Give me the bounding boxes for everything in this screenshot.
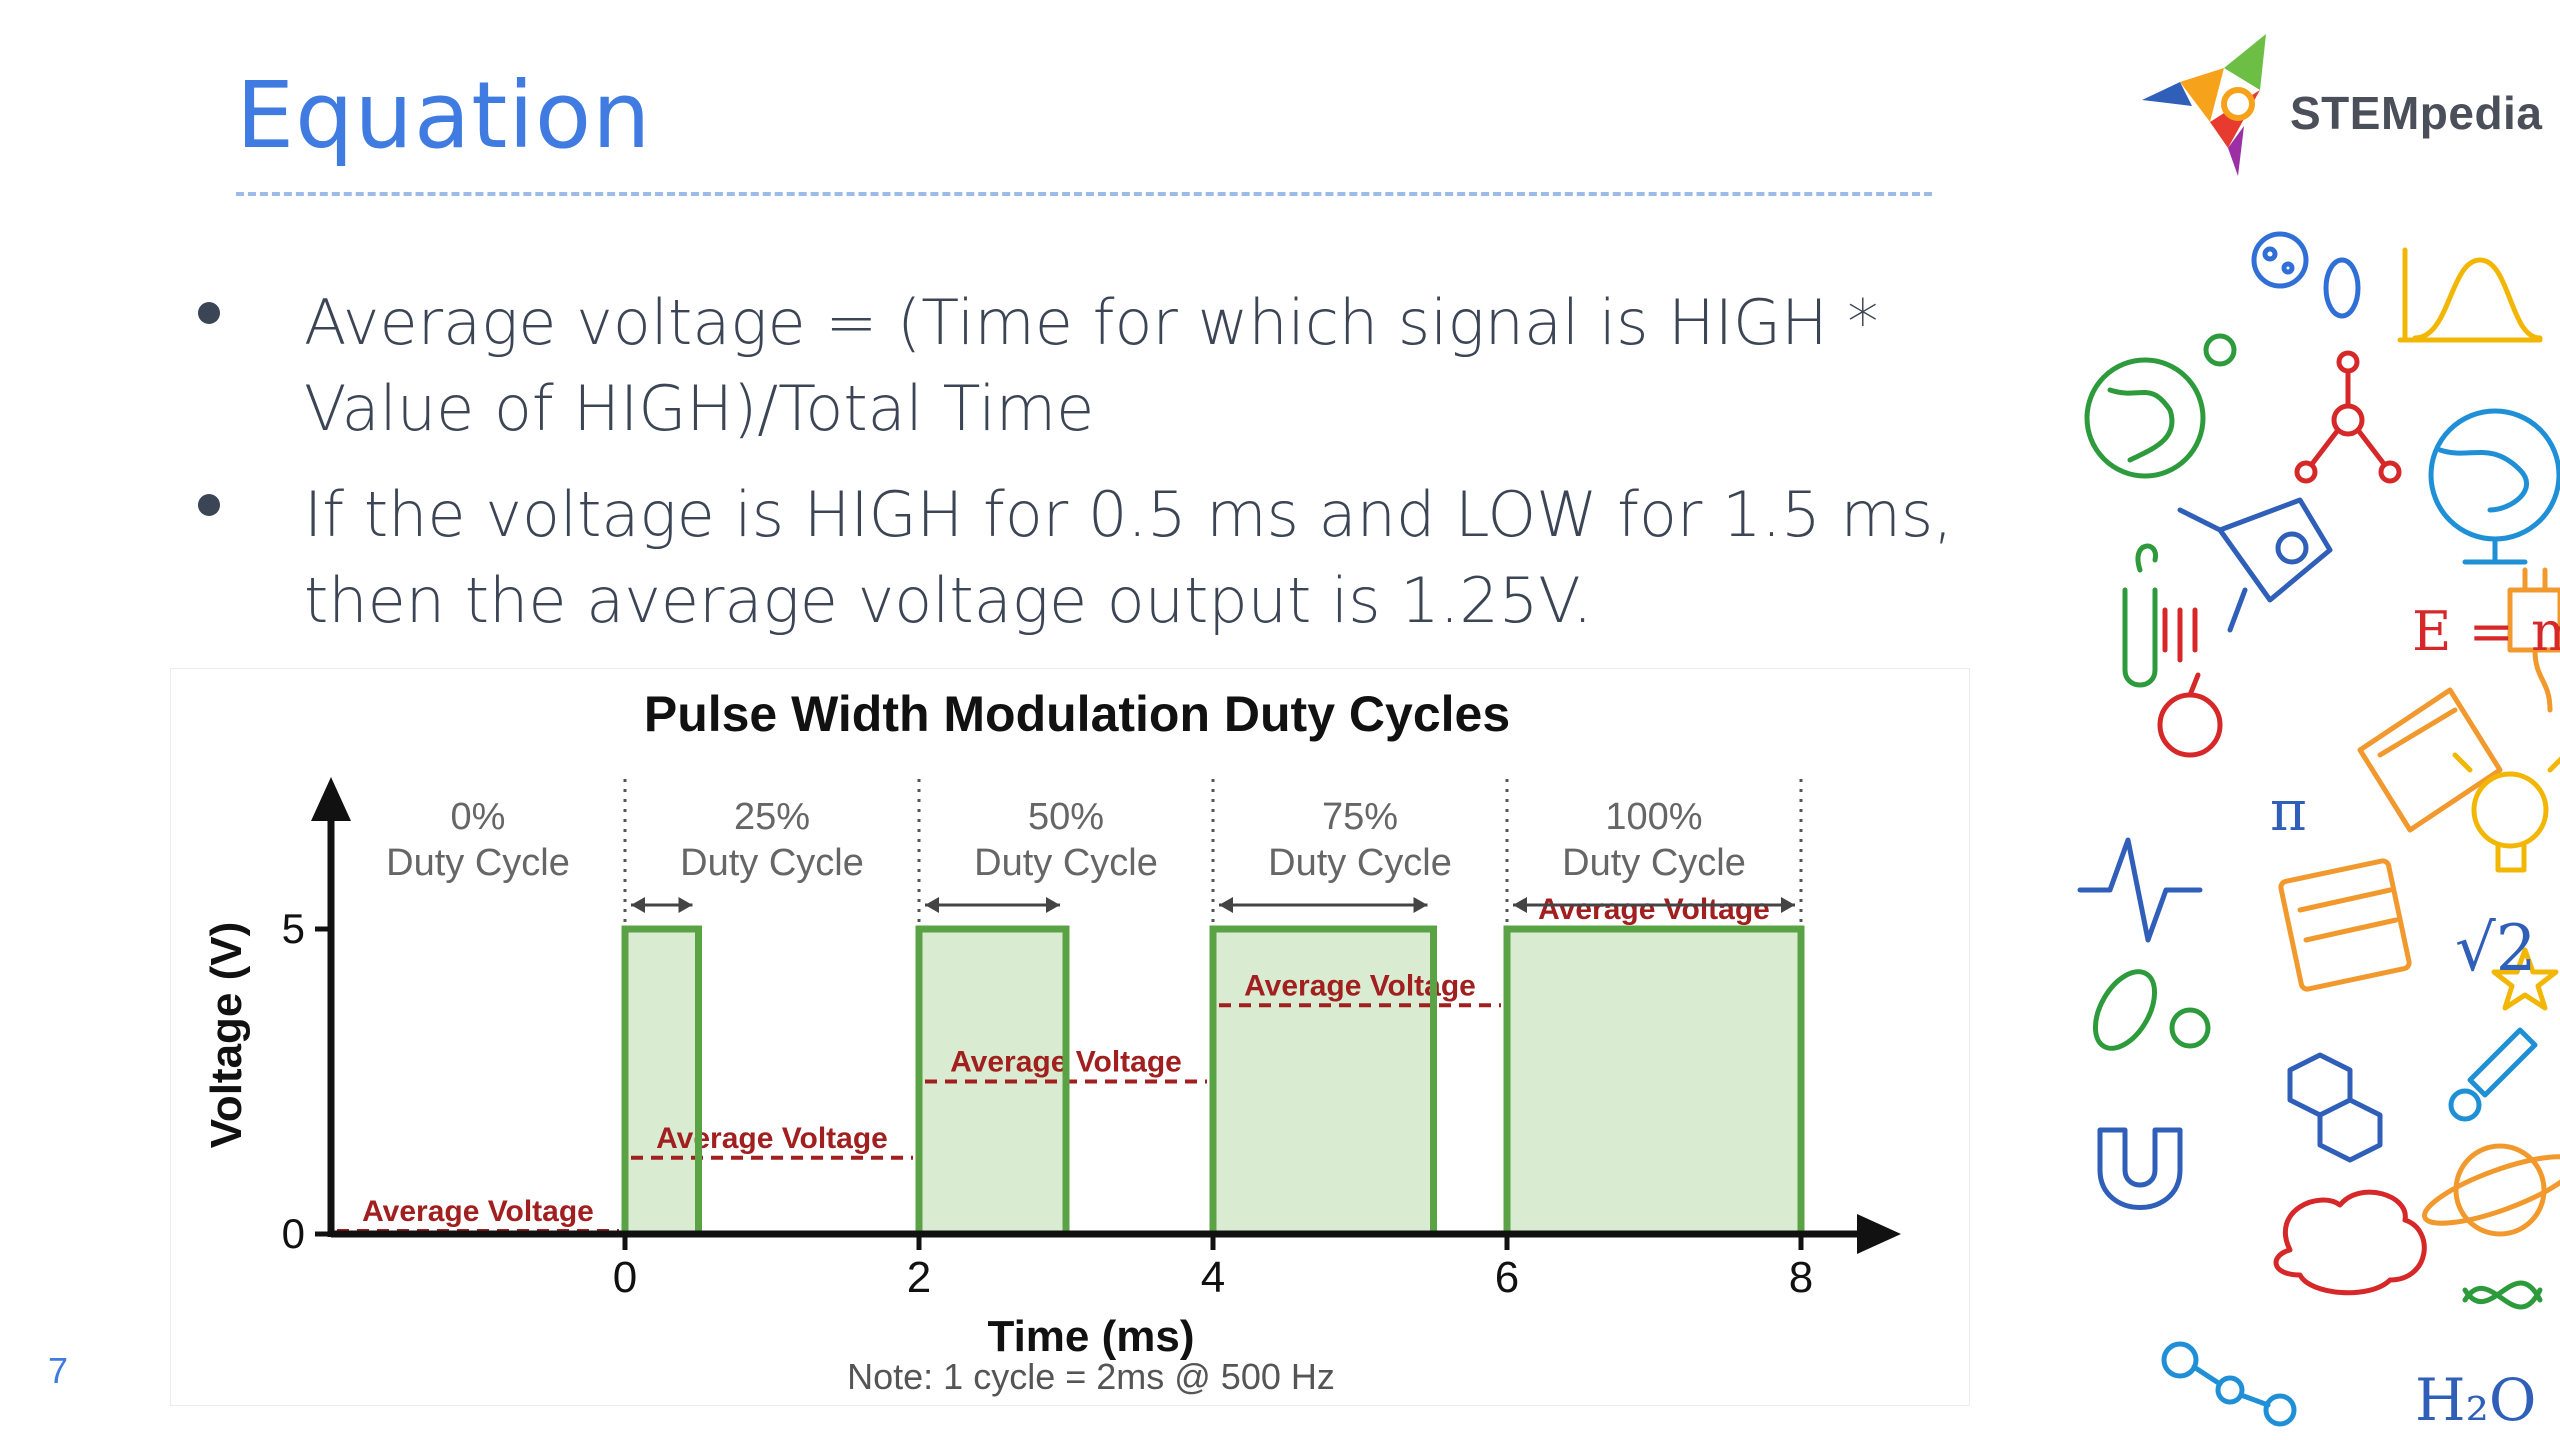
duty-cycle-label: Duty Cycle bbox=[386, 842, 570, 884]
page-number: 7 bbox=[48, 1350, 69, 1391]
average-voltage-label: Average Voltage bbox=[1244, 969, 1476, 1002]
chart-note: Note: 1 cycle = 2ms @ 500 Hz bbox=[847, 1356, 1335, 1397]
magnet-icon bbox=[2097, 1127, 2183, 1210]
duty-cycle-label: Duty Cycle bbox=[680, 842, 864, 884]
duty-width-arrowheads bbox=[631, 897, 693, 913]
bullet-dot bbox=[198, 302, 220, 324]
average-voltage-label: Average Voltage bbox=[656, 1122, 888, 1155]
lightbulb-icon bbox=[2452, 752, 2560, 873]
y-tick-label: 0 bbox=[282, 1210, 305, 1257]
molecule-icon bbox=[2294, 350, 2402, 484]
average-voltage-label: Average Voltage bbox=[1538, 893, 1770, 926]
dna-icon bbox=[2462, 1280, 2543, 1310]
duty-percent-label: 75% bbox=[1322, 796, 1398, 838]
pwm-chart: Pulse Width Modulation Duty Cycles Volta… bbox=[170, 668, 1970, 1406]
title-divider bbox=[236, 192, 1932, 196]
bullet-text: Average voltage = (Time for which signal… bbox=[304, 286, 1879, 445]
pwm-chart-svg: Pulse Width Modulation Duty Cycles Volta… bbox=[202, 686, 1901, 1397]
pill-icon bbox=[2092, 969, 2211, 1051]
globe-icon bbox=[2084, 333, 2237, 479]
chart-title: Pulse Width Modulation Duty Cycles bbox=[644, 686, 1510, 742]
pi-text: π bbox=[2270, 779, 2307, 844]
rocket-icon bbox=[2177, 497, 2333, 633]
x-tick-label: 2 bbox=[907, 1253, 931, 1302]
bullet-list: Average voltage = (Time for which signal… bbox=[196, 280, 1956, 664]
x-tick-label: 0 bbox=[613, 1253, 637, 1302]
heartbeat-icon bbox=[2077, 837, 2203, 943]
duty-cycle-label: Duty Cycle bbox=[1562, 842, 1746, 884]
star-icon bbox=[2491, 947, 2559, 1011]
world-globe-icon bbox=[2428, 408, 2560, 565]
stempedia-logo bbox=[2142, 34, 2266, 176]
duty-percent-label: 0% bbox=[451, 796, 506, 838]
test-tube-icon bbox=[2122, 543, 2159, 688]
duty-percent-label: 100% bbox=[1605, 796, 1702, 838]
bell-curve-icon bbox=[2397, 247, 2543, 343]
duty-cycle-label: Duty Cycle bbox=[1268, 842, 1452, 884]
plug-icon bbox=[2507, 567, 2560, 713]
bullet-item: If the voltage is HIGH for 0.5 ms and LO… bbox=[196, 472, 1956, 644]
y-axis-label: Voltage (V) bbox=[202, 922, 251, 1149]
x-axis-label: Time (ms) bbox=[987, 1312, 1194, 1361]
abacus-icon bbox=[2278, 858, 2412, 992]
book-icon bbox=[2357, 687, 2503, 833]
duty-percent-label: 50% bbox=[1028, 796, 1104, 838]
sqrt2-text: √2 bbox=[2455, 912, 2537, 986]
x-tick-label: 4 bbox=[1201, 1253, 1225, 1302]
y-axis-arrowhead bbox=[311, 777, 351, 821]
saturn-icon bbox=[2422, 1143, 2560, 1237]
x-tick-label: 6 bbox=[1495, 1253, 1519, 1302]
emc2-text: E = mc² bbox=[2412, 600, 2560, 663]
bullet-text: If the voltage is HIGH for 0.5 ms and LO… bbox=[304, 478, 1953, 637]
bullet-item: Average voltage = (Time for which signal… bbox=[196, 280, 1956, 452]
microbe-icon bbox=[2251, 231, 2361, 319]
slide-title: Equation bbox=[236, 62, 652, 169]
h2o-text: H₂O bbox=[2415, 1366, 2536, 1434]
x-axis-arrowhead bbox=[1857, 1214, 1901, 1254]
brain-icon bbox=[2273, 1189, 2427, 1296]
apple-icon bbox=[2157, 607, 2223, 758]
atoms-icon bbox=[2161, 1341, 2297, 1427]
y-tick-label: 5 bbox=[282, 905, 305, 952]
science-doodles: E = mc² π √2 H₂O bbox=[2077, 231, 2560, 1434]
duty-cycle-label: Duty Cycle bbox=[974, 842, 1158, 884]
hexagon-molecule-icon bbox=[2287, 1052, 2383, 1163]
duty-width-arrowheads bbox=[925, 897, 1060, 913]
brand-name: STEMpedia bbox=[2290, 87, 2543, 139]
bullet-dot bbox=[198, 494, 220, 516]
plot-area: Average Voltage Average Voltage Average Vo… bbox=[282, 777, 1901, 1302]
thermometer-icon bbox=[2448, 1027, 2538, 1122]
x-tick-label: 8 bbox=[1789, 1253, 1813, 1302]
duty-percent-label: 25% bbox=[734, 796, 810, 838]
average-voltage-label: Average Voltage bbox=[362, 1195, 594, 1228]
